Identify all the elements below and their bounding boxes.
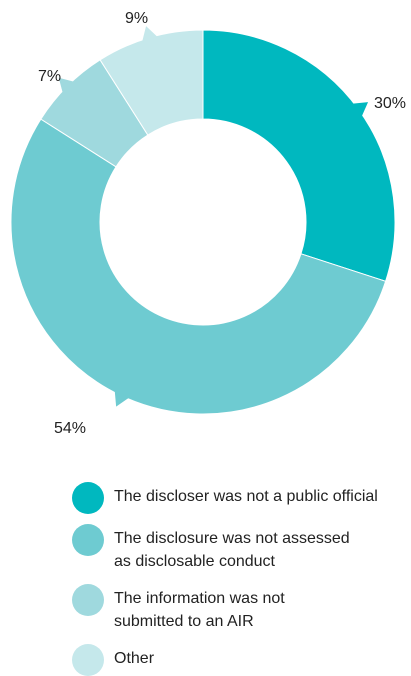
legend-item-information-not-submitted: The information was not submitted to an …: [72, 582, 407, 642]
legend-item-discloser-not-public-official: The discloser was not a public official: [72, 480, 407, 522]
slice-label-disclosure-not-assessed: 54%: [54, 420, 87, 437]
slice-label-other: 9%: [125, 10, 149, 27]
callout-tab-information-not-submitted: [58, 77, 75, 94]
slice-label-information-not-submitted: 7%: [38, 68, 62, 85]
slice-label-discloser-not-public-official: 30%: [374, 95, 407, 112]
callout-tab-other: [142, 26, 159, 43]
legend-swatch: [72, 524, 104, 556]
donut-slice-discloser-not-public-official: [202, 29, 396, 282]
chart-legend: The discloser was not a public official …: [72, 480, 407, 676]
donut-slice-disclosure-not-assessed: [10, 118, 387, 415]
legend-label-line1: The information was not: [114, 590, 285, 607]
legend-swatch: [72, 584, 104, 616]
legend-label: The discloser was not a public official: [114, 488, 378, 505]
legend-label: The information was not submitted to an …: [114, 582, 407, 633]
donut-chart: [10, 26, 396, 415]
callout-tab-discloser-not-public-official: [351, 102, 369, 118]
legend-swatch: [72, 482, 104, 514]
legend-item-other: Other: [72, 642, 407, 676]
callout-tab-disclosure-not-assessed: [114, 390, 130, 407]
legend-swatch: [72, 644, 104, 676]
legend-label-line2: submitted to an AIR: [114, 613, 254, 630]
legend-label-line2: as disclosable conduct: [114, 553, 275, 570]
legend-label: The disclosure was not assessed as discl…: [114, 522, 407, 573]
legend-item-disclosure-not-assessed: The disclosure was not assessed as discl…: [72, 522, 407, 582]
legend-label-line1: The disclosure was not assessed: [114, 530, 350, 547]
donut-slice-other: [99, 29, 204, 136]
legend-label: Other: [114, 650, 155, 667]
